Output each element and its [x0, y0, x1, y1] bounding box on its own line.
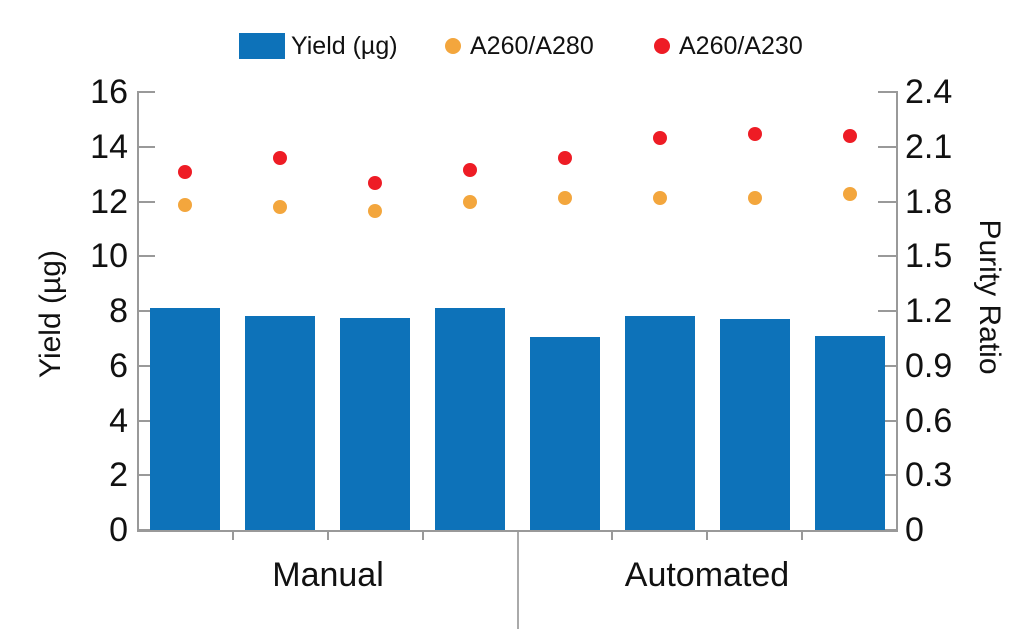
legend-item-yield: Yield (µg)	[239, 32, 398, 60]
bottom-axis-tick	[326, 532, 329, 540]
point-a260-a230	[842, 128, 857, 143]
right-axis-tick	[878, 145, 897, 148]
legend-item-a260-a280: A260/A280	[445, 32, 594, 60]
left-axis-tick-label: 6	[109, 346, 128, 385]
bar-yield	[624, 316, 695, 530]
right-axis-tick	[878, 419, 897, 422]
left-axis-tick	[138, 310, 155, 312]
bottom-axis-tick	[706, 532, 709, 540]
a260-a280-dot-icon	[445, 38, 461, 54]
point-a260-a230	[557, 150, 572, 165]
point-a260-a280	[557, 190, 572, 205]
left-axis-tick-label: 16	[90, 73, 128, 111]
right-axis-tick-label: 0.6	[905, 401, 953, 440]
legend-item-a260-a230: A260/A230	[654, 32, 803, 60]
left-axis-tick	[138, 200, 155, 203]
left-axis-title: Yield (µg)	[34, 250, 67, 378]
left-axis-tick-label: 4	[109, 401, 128, 440]
group-label-automated: Automated	[624, 556, 790, 594]
right-axis-title: Purity Ratio	[973, 219, 1006, 375]
point-a260-a280	[178, 198, 193, 213]
point-a260-a230	[463, 163, 478, 178]
bar-yield	[529, 337, 600, 530]
group-divider-line	[516, 532, 519, 629]
point-a260-a230	[273, 150, 288, 165]
bar-yield	[719, 319, 790, 530]
left-axis-tick	[138, 364, 155, 367]
a260-a230-dot-icon	[654, 38, 670, 54]
left-axis-tick	[138, 145, 155, 148]
bottom-axis-tick	[611, 532, 614, 540]
left-axis-tick-label: 0	[109, 511, 128, 549]
right-axis-tick	[878, 200, 897, 203]
point-a260-a280	[273, 199, 288, 214]
right-axis-tick	[878, 529, 897, 531]
bottom-axis-tick	[421, 532, 424, 540]
left-axis-tick-label: 8	[109, 292, 128, 330]
point-a260-a230	[178, 165, 193, 180]
point-a260-a280	[747, 190, 762, 205]
point-a260-a230	[652, 130, 667, 145]
right-axis-tick-label: 0.9	[905, 346, 953, 385]
legend-label-yield: Yield (µg)	[291, 32, 398, 60]
bar-yield	[245, 316, 316, 530]
right-axis-tick-label: 2.4	[905, 73, 953, 111]
right-axis-tick	[878, 310, 897, 312]
left-axis-tick-label: 2	[109, 456, 128, 495]
bar-yield	[435, 308, 506, 530]
right-axis-tick-label: 0.3	[905, 456, 953, 495]
left-axis-tick	[138, 419, 155, 422]
bar-yield	[814, 335, 885, 530]
point-a260-a280	[463, 194, 478, 209]
left-axis-tick	[138, 91, 155, 93]
bottom-axis-tick	[231, 532, 234, 540]
left-axis-tick-label: 12	[90, 182, 128, 221]
point-a260-a280	[652, 190, 667, 205]
point-a260-a230	[747, 126, 762, 141]
right-axis-tick-label: 0	[905, 511, 924, 549]
right-axis-tick-label: 1.2	[905, 292, 953, 330]
right-axis-tick	[878, 91, 897, 93]
group-label-manual: Manual	[272, 556, 384, 594]
right-axis-line	[896, 91, 898, 532]
right-axis-tick	[878, 364, 897, 367]
bar-yield	[150, 308, 221, 530]
left-axis-tick-label: 14	[90, 127, 128, 166]
bottom-axis-line	[137, 530, 898, 532]
bottom-axis-tick	[801, 532, 804, 540]
yield-swatch-icon	[239, 33, 285, 59]
right-axis-tick	[878, 474, 897, 477]
right-axis-tick-label: 1.5	[905, 237, 953, 276]
right-axis-tick-label: 1.8	[905, 182, 953, 221]
legend-label-a260-a280: A260/A280	[470, 32, 594, 60]
legend-label-a260-a230: A260/A230	[679, 32, 803, 60]
right-axis-tick	[878, 255, 897, 258]
point-a260-a280	[842, 187, 857, 202]
bar-yield	[340, 317, 411, 530]
left-axis-tick-label: 10	[90, 237, 128, 276]
left-axis-tick	[138, 255, 155, 258]
point-a260-a230	[368, 176, 383, 191]
point-a260-a280	[368, 203, 383, 218]
left-axis-tick	[138, 529, 155, 531]
left-axis-tick	[138, 474, 155, 477]
right-axis-tick-label: 2.1	[905, 127, 953, 166]
